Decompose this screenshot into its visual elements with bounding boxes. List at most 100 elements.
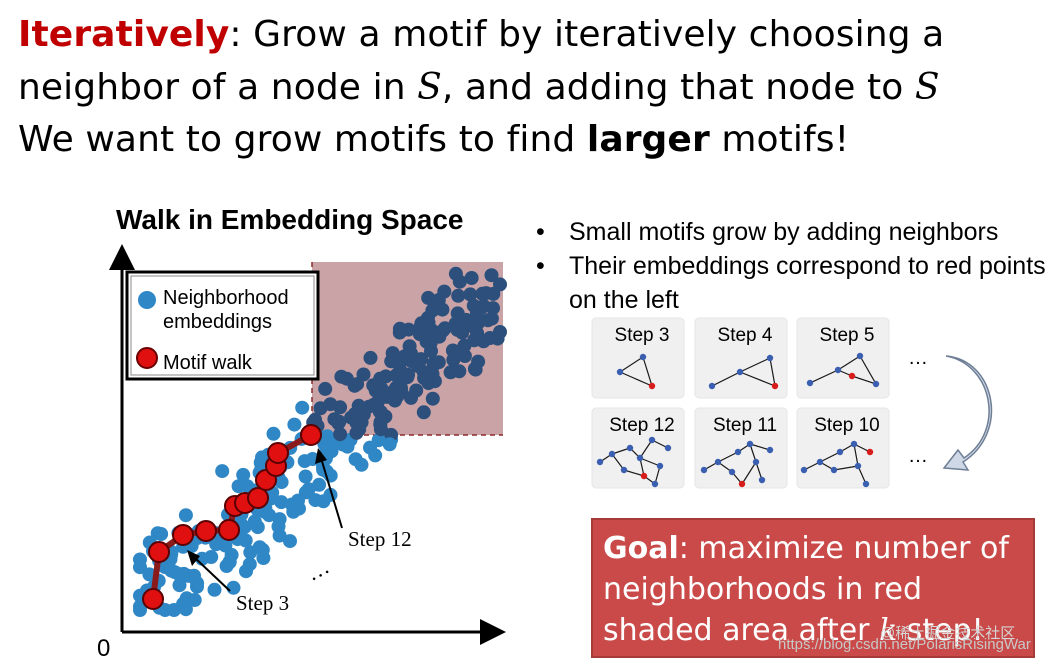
walk-point (218, 519, 240, 541)
embedding-point (158, 603, 173, 617)
embedding-point (207, 582, 222, 597)
embedding-point (209, 537, 224, 552)
embedding-point (292, 501, 306, 516)
new-node (848, 372, 856, 380)
embedding-point (240, 479, 255, 494)
embedding-point (247, 514, 262, 529)
step-card: Step 4 (694, 317, 788, 399)
motif-node (746, 440, 754, 448)
step-card-label: Step 11 (713, 415, 777, 436)
embedding-point (215, 464, 230, 479)
motif-node (758, 476, 766, 484)
embedding-point (295, 400, 310, 415)
embedding-point (446, 352, 461, 367)
embedding-point (467, 361, 482, 376)
embedding-point (474, 301, 489, 316)
y-axis-arrow-icon (109, 244, 135, 270)
motif-node (616, 368, 624, 376)
embedding-point (425, 303, 440, 318)
embedding-point (238, 533, 253, 548)
embedding-point (463, 287, 478, 302)
embedding-point (366, 378, 381, 393)
embedding-point (394, 365, 409, 380)
steps-top-ellipsis: … (908, 347, 928, 369)
embedding-point (437, 321, 452, 336)
embedding-point (351, 398, 366, 413)
embedding-point (323, 397, 338, 412)
legend-neighborhood-line-1: Neighborhood (163, 287, 289, 309)
motif-node (734, 448, 742, 456)
new-node (648, 382, 656, 390)
motif-node (854, 462, 862, 470)
embedding-point (421, 290, 436, 305)
embedding-point (171, 566, 186, 581)
walk-point (195, 520, 217, 542)
embedding-point (312, 477, 327, 492)
keyword-iteratively: Iteratively (18, 14, 230, 55)
step-card-label: Step 4 (718, 325, 773, 346)
embedding-point (414, 318, 428, 333)
embedding-point (493, 325, 507, 339)
step-card: Step 3 (591, 317, 685, 399)
legend-neighborhood-marker (138, 291, 156, 309)
headline-line-3-part-a: We want to grow motifs to find (18, 119, 587, 160)
variable-k: k (879, 613, 898, 648)
step-card-label: Step 3 (615, 325, 670, 346)
embedding-point (452, 274, 467, 289)
steps-bottom-ellipsis: … (908, 445, 928, 467)
embedding-point (382, 437, 397, 452)
origin-label: 0 (97, 635, 110, 662)
new-node (640, 472, 648, 480)
motif-node (648, 436, 656, 444)
step-3-arrowhead-icon (187, 550, 200, 566)
embedding-point (178, 508, 193, 523)
embedding-point (435, 302, 450, 317)
motif-node (714, 458, 722, 466)
headline-line-2-part-a: neighbor of a node in (18, 67, 418, 108)
step-card: Step 10 (796, 407, 890, 489)
bullet-item: Their embeddings correspond to red point… (536, 249, 1060, 317)
embedding-point (484, 268, 499, 283)
embedding-point (222, 555, 237, 570)
walk-point (172, 524, 194, 546)
embedding-point (236, 467, 251, 482)
embedding-point (133, 552, 147, 567)
step-card-label: Step 5 (820, 325, 875, 346)
goal-text-b: step! (897, 613, 984, 648)
motif-node (708, 382, 716, 390)
step-card: Step 12 (591, 407, 685, 489)
motif-node (620, 466, 628, 474)
embedding-point (451, 288, 466, 303)
headline-line-3-part-b: motifs! (709, 119, 850, 160)
embedding-point (450, 322, 465, 337)
embedding-point (133, 603, 147, 617)
motif-node (626, 444, 634, 452)
motif-node (850, 440, 858, 448)
embedding-point (467, 333, 482, 348)
motif-node (636, 454, 644, 462)
step-12-label: Step 12 (348, 527, 412, 551)
step-card-label: Step 10 (814, 415, 880, 436)
embedding-point (450, 306, 465, 321)
embedding-point (416, 405, 431, 420)
walk-point (148, 541, 170, 563)
motif-node (862, 480, 870, 488)
headline-line-1: Iteratively: Grow a motif by iteratively… (18, 12, 944, 58)
step-3-pointer (193, 556, 231, 592)
motif-node (766, 446, 774, 454)
goal-box: Goal: maximize number of neighborhoods i… (591, 518, 1035, 658)
embedding-point (413, 353, 428, 367)
plot-title: Walk in Embedding Space (116, 204, 463, 235)
motif-node (728, 468, 736, 476)
bullet-item: Small motifs grow by adding neighbors (536, 215, 1060, 249)
embedding-point (256, 551, 271, 565)
step-3-label: Step 3 (236, 591, 289, 615)
motif-node (816, 458, 824, 466)
new-node (771, 382, 779, 390)
goal-text-a: : maximize number of neighborhoods in re… (603, 531, 1009, 648)
goal-keyword: Goal (603, 531, 679, 566)
legend-box (125, 270, 320, 381)
motif-node (872, 380, 880, 388)
